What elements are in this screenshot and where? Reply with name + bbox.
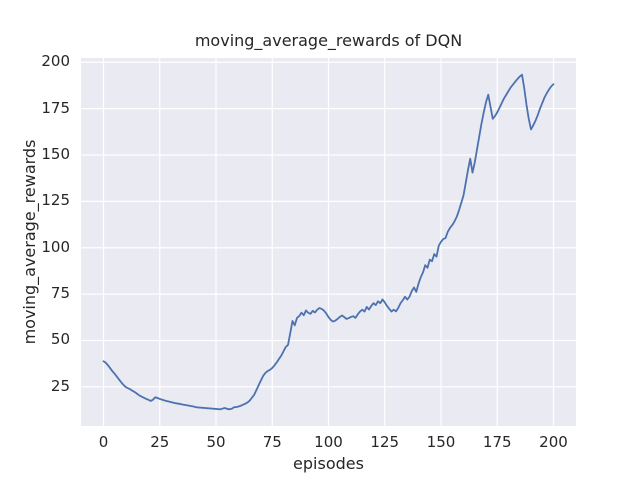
y-tick-label: 150	[41, 145, 70, 163]
y-tick-label: 125	[41, 191, 70, 210]
x-tick-label: 125	[370, 433, 400, 451]
plot-canvas	[81, 58, 576, 426]
y-axis-label: moving_average_rewards	[20, 139, 39, 345]
x-tick-label: 25	[150, 433, 170, 451]
x-tick-label: 150	[426, 433, 456, 451]
y-tick-label: 200	[41, 52, 70, 71]
x-tick-label: 200	[539, 433, 568, 451]
series-line-moving_average_rewards	[102, 73, 555, 411]
x-tick-label: 100	[314, 433, 343, 451]
x-axis-label: episodes	[293, 454, 364, 473]
x-tick-label: 75	[262, 433, 282, 451]
plot-area	[81, 58, 576, 426]
y-tick-label: 50	[50, 330, 70, 349]
x-tick-label: 0	[98, 433, 109, 451]
x-tick-label: 175	[482, 433, 512, 451]
y-tick-label: 75	[50, 284, 70, 303]
chart-title: moving_average_rewards of DQN	[194, 31, 463, 50]
y-tick-label: 175	[41, 98, 70, 117]
y-tick-label: 25	[50, 376, 70, 395]
y-tick-label: 100	[41, 237, 70, 256]
x-tick-label: 50	[206, 433, 226, 451]
